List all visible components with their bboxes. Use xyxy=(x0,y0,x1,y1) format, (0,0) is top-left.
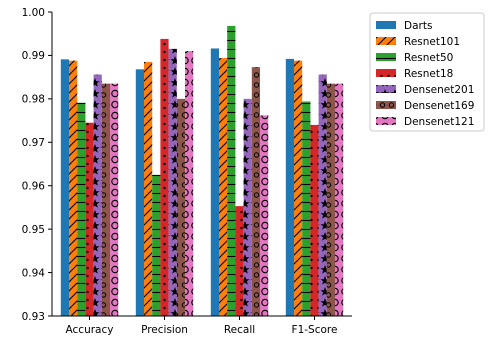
legend-swatch-hatch-densenet169 xyxy=(376,101,396,109)
legend-label-darts: Darts xyxy=(404,20,432,32)
legend-swatch-darts xyxy=(376,21,396,29)
legend-frame xyxy=(369,12,485,132)
bar-hatch-resnet18-f1-score xyxy=(310,124,319,317)
bar-hatch-densenet201-precision xyxy=(168,48,177,317)
y-tick-label: 0.95 xyxy=(22,224,45,236)
bar-hatch-resnet18-accuracy xyxy=(85,122,94,316)
bar-hatch-densenet169-precision xyxy=(176,98,185,316)
legend-swatch-hatch-resnet50 xyxy=(376,53,396,61)
bar-hatch-resnet101-recall xyxy=(219,58,228,316)
legend-label-resnet101: Resnet101 xyxy=(404,36,460,48)
y-tick-label: 0.97 xyxy=(22,137,45,149)
y-tick-label: 0.98 xyxy=(22,94,45,106)
y-tick-label: 1.00 xyxy=(22,7,45,19)
bar-hatch-resnet18-precision xyxy=(160,38,169,316)
bar-hatch-resnet50-precision xyxy=(152,174,161,316)
bar-hatch-densenet121-accuracy xyxy=(110,83,119,317)
bar-darts-precision xyxy=(135,69,144,316)
legend-label-densenet121: Densenet121 xyxy=(404,116,474,128)
bar-darts-accuracy xyxy=(60,59,69,316)
bar-hatch-densenet201-f1-score xyxy=(318,74,327,316)
bar-hatch-densenet121-precision xyxy=(185,51,194,316)
legend-label-densenet169: Densenet169 xyxy=(404,100,474,112)
legend-swatch-hatch-densenet121 xyxy=(376,117,396,125)
bar-hatch-resnet101-accuracy xyxy=(69,60,78,316)
bar-hatch-densenet201-accuracy xyxy=(93,74,102,316)
bar-hatch-densenet169-recall xyxy=(251,67,260,316)
legend-swatch-hatch-resnet101 xyxy=(376,37,396,45)
bar-hatch-resnet50-recall xyxy=(227,25,236,316)
bar-hatch-densenet121-f1-score xyxy=(335,83,344,317)
legend-label-densenet201: Densenet201 xyxy=(404,84,474,96)
legend-label-resnet50: Resnet50 xyxy=(404,52,453,64)
y-tick-label: 0.96 xyxy=(22,181,46,193)
axes: 0.93 0.94 0.95 0.96 0.97 0.98 0.99 1.00 Accuracy… xyxy=(22,7,352,336)
bar-darts-recall xyxy=(210,48,219,316)
legend-swatch-hatch-resnet18 xyxy=(376,69,396,77)
x-tick-label: Recall xyxy=(224,324,255,336)
bar-hatch-resnet50-accuracy xyxy=(77,102,86,316)
x-tick-label: Precision xyxy=(141,324,188,336)
bar-hatch-resnet18-recall xyxy=(235,206,244,316)
legend-label-resnet18: Resnet18 xyxy=(404,68,453,80)
x-tick-label: Accuracy xyxy=(66,324,114,336)
bar-hatch-densenet169-accuracy xyxy=(101,83,110,317)
legend-swatch-hatch-densenet201 xyxy=(376,85,396,93)
bar-hatch-densenet201-recall xyxy=(243,98,252,316)
bar-hatch-densenet121-recall xyxy=(260,115,269,316)
bars-layer xyxy=(60,25,344,317)
x-tick-label: F1-Score xyxy=(292,324,338,336)
bar-hatch-resnet50-f1-score xyxy=(302,101,311,316)
bar-hatch-resnet101-precision xyxy=(144,61,153,316)
y-tick-label: 0.93 xyxy=(22,311,45,323)
bar-darts-f1-score xyxy=(285,58,294,316)
y-tick-label: 0.99 xyxy=(22,50,45,62)
bar-hatch-densenet169-f1-score xyxy=(326,83,335,317)
bar-hatch-resnet101-f1-score xyxy=(294,60,303,316)
legend: Darts Resnet101 Resnet50 Resnet18 Densenet20… xyxy=(369,12,485,132)
y-tick-label: 0.94 xyxy=(22,267,46,279)
